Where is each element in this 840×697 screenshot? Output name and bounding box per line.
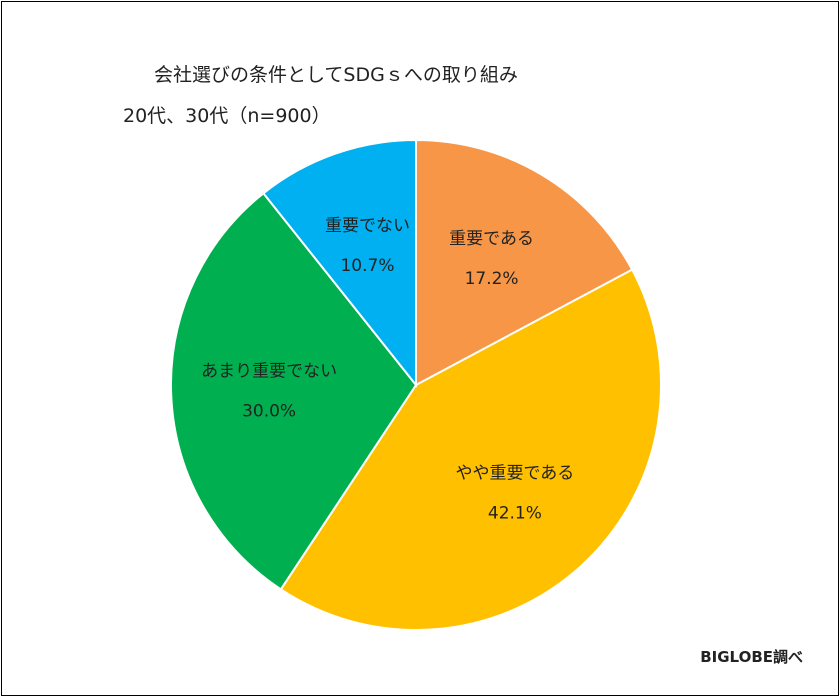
- slice-value-label: 30.0%: [242, 402, 296, 422]
- pie-slices: [170, 138, 662, 631]
- slice-value-label: 17.2%: [465, 269, 519, 289]
- slice-category-label: 重要でない: [325, 216, 410, 236]
- source-note: BIGLOBE調べ: [700, 648, 803, 666]
- pie-slice-juyo-dearu: [415, 138, 634, 387]
- pie-slice-amari-juyo-denai: [170, 191, 418, 591]
- pie-slice-yaya-juyo-dearu: [279, 268, 662, 631]
- pie-slice-juyo-denai: [262, 138, 417, 388]
- slice-value-label: 42.1%: [488, 504, 542, 524]
- slice-category-label: 重要である: [449, 229, 534, 249]
- chart-title: 会社選びの条件としてSDGｓへの取り組み: [154, 64, 518, 86]
- slice-value-label: 10.7%: [340, 256, 394, 276]
- chart-subtitle: 20代、30代（n=900）: [123, 105, 331, 127]
- slice-category-label: やや重要である: [455, 464, 574, 484]
- slice-category-label: あまり重要でない: [201, 362, 337, 382]
- pie-labels: 重要である 17.2% やや重要である 42.1% あまり重要でない 30.0% 重要でない…: [201, 216, 574, 524]
